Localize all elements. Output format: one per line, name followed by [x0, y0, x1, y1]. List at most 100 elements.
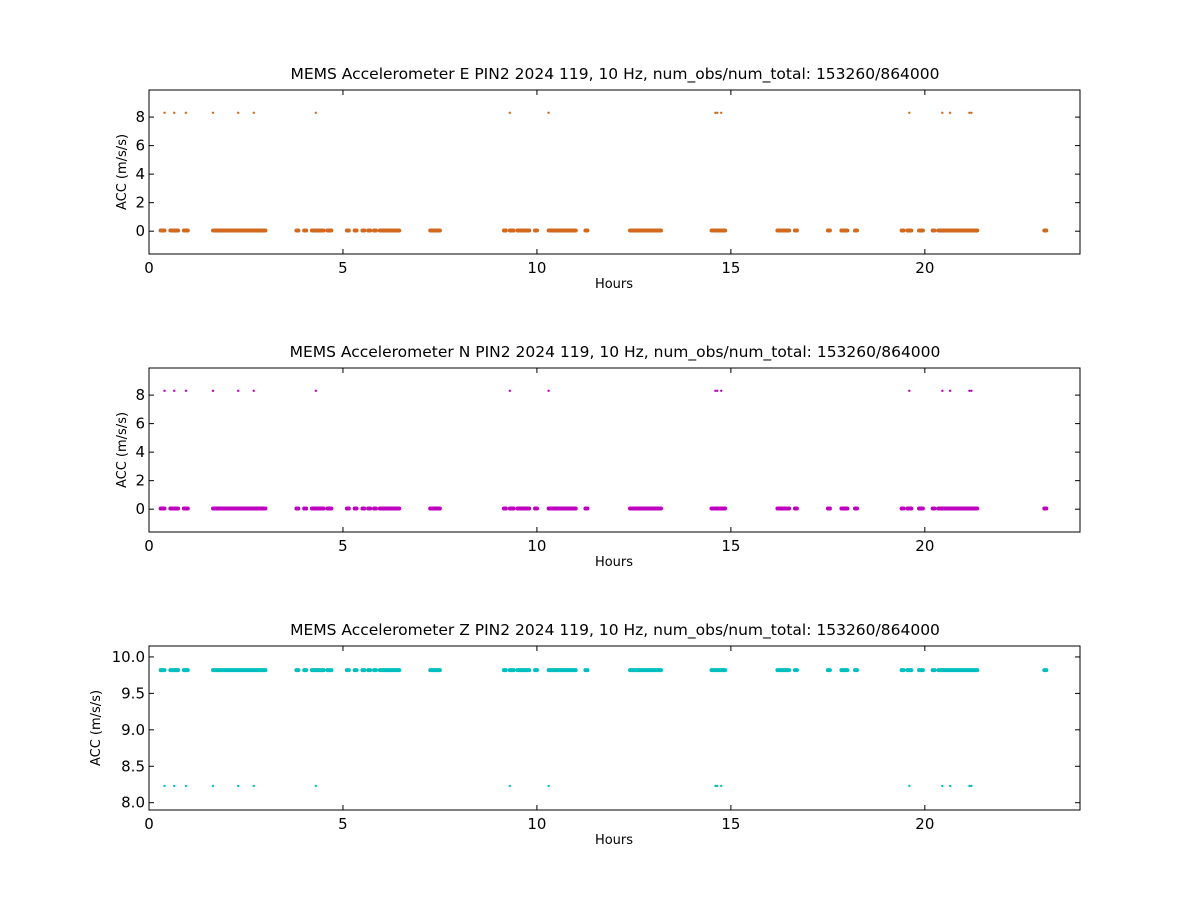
data-point [314, 389, 317, 392]
y-axis-label: ACC (m/s/s) [89, 690, 104, 766]
x-tick-label: 15 [721, 537, 740, 555]
y-tick-label: 8 [135, 386, 145, 404]
data-point [547, 389, 550, 392]
data-point [714, 111, 717, 115]
y-tick-label: 4 [135, 165, 145, 183]
data-point [720, 111, 723, 115]
chart-title: MEMS Accelerometer E PIN2 2024 119, 10 H… [290, 65, 939, 84]
data-point [968, 111, 971, 115]
data-point [252, 389, 255, 392]
data-point [173, 389, 176, 392]
x-tick-label: 10 [527, 815, 546, 833]
y-axis-label: ACC (m/s/s) [115, 412, 130, 488]
y-tick-label: 8 [135, 108, 145, 126]
x-tick-label: 0 [144, 259, 154, 277]
y-tick-label: 8.5 [121, 757, 145, 775]
x-tick-label: 20 [915, 259, 934, 277]
data-point [941, 389, 944, 392]
data-marks [158, 111, 1049, 233]
data-point [508, 389, 511, 392]
data-point [163, 784, 166, 788]
data-point [908, 784, 911, 788]
data-point [237, 389, 240, 392]
y-tick-label: 9.5 [121, 684, 145, 702]
data-point [970, 111, 973, 115]
y-tick-label: 2 [135, 194, 145, 212]
x-tick-label: 0 [144, 537, 154, 555]
subplot-z: MEMS Accelerometer Z PIN2 2024 119, 10 H… [89, 621, 1081, 848]
data-marks [158, 389, 1049, 511]
data-point [941, 111, 944, 115]
x-axis-label: Hours [595, 555, 633, 570]
plot-area-frame [148, 89, 1081, 255]
x-axis-label: Hours [595, 833, 633, 848]
data-point [314, 784, 317, 788]
data-point [970, 784, 973, 788]
data-point [948, 111, 952, 115]
y-tick-label: 2 [135, 472, 145, 490]
x-tick-label: 5 [338, 815, 348, 833]
data-marks [158, 668, 1049, 788]
subplot-n: MEMS Accelerometer N PIN2 2024 119, 10 H… [115, 343, 1081, 570]
chart-title: MEMS Accelerometer N PIN2 2024 119, 10 H… [290, 343, 941, 362]
x-tick-label: 10 [527, 259, 546, 277]
data-point [173, 784, 176, 788]
data-point [173, 111, 176, 115]
x-tick-label: 10 [527, 537, 546, 555]
data-point [547, 784, 550, 788]
data-point [508, 111, 511, 115]
data-point [252, 784, 255, 788]
data-point [314, 111, 317, 115]
y-tick-label: 8.0 [121, 794, 145, 812]
x-axis-label: Hours [595, 277, 633, 292]
subplot-e: MEMS Accelerometer E PIN2 2024 119, 10 H… [115, 65, 1081, 292]
tick-group: 0 5 10 15 20 0 2 4 6 8 [135, 368, 1080, 555]
y-tick-label: 0 [135, 222, 145, 240]
data-point [716, 389, 719, 392]
data-point [237, 784, 240, 788]
plot-area-frame [148, 645, 1081, 811]
data-point [968, 389, 971, 392]
x-tick-label: 15 [721, 259, 740, 277]
data-point [237, 111, 240, 115]
data-point [184, 111, 188, 115]
data-point [714, 389, 717, 392]
data-point [163, 389, 166, 392]
data-point [163, 111, 166, 115]
data-point [252, 111, 255, 115]
data-point [970, 389, 973, 392]
data-point [211, 111, 215, 115]
data-point [211, 784, 215, 788]
data-point [547, 111, 550, 115]
data-point [714, 784, 717, 788]
data-point [720, 784, 723, 788]
data-point [508, 784, 511, 788]
x-tick-label: 5 [338, 537, 348, 555]
data-point [968, 784, 971, 788]
x-tick-label: 15 [721, 815, 740, 833]
data-point [948, 389, 952, 392]
chart-title: MEMS Accelerometer Z PIN2 2024 119, 10 H… [290, 621, 940, 640]
tick-group: 0 5 10 15 20 8.0 8.5 9.0 9.5 10.0 [112, 646, 1080, 833]
data-point [211, 389, 215, 392]
tick-group: 0 5 10 15 20 0 2 4 6 8 [135, 90, 1080, 277]
data-point [716, 784, 719, 788]
y-tick-label: 10.0 [112, 648, 145, 666]
data-point [908, 389, 911, 392]
y-tick-label: 6 [135, 415, 145, 433]
data-point [720, 389, 723, 392]
plot-area-frame [148, 367, 1081, 533]
data-point [948, 784, 952, 788]
data-point [184, 784, 188, 788]
x-tick-label: 20 [915, 537, 934, 555]
y-tick-label: 9.0 [121, 721, 145, 739]
data-point [941, 784, 944, 788]
x-tick-label: 5 [338, 259, 348, 277]
y-tick-label: 0 [135, 500, 145, 518]
y-tick-label: 4 [135, 443, 145, 461]
data-point [908, 111, 911, 115]
data-point [184, 389, 188, 392]
x-tick-label: 0 [144, 815, 154, 833]
